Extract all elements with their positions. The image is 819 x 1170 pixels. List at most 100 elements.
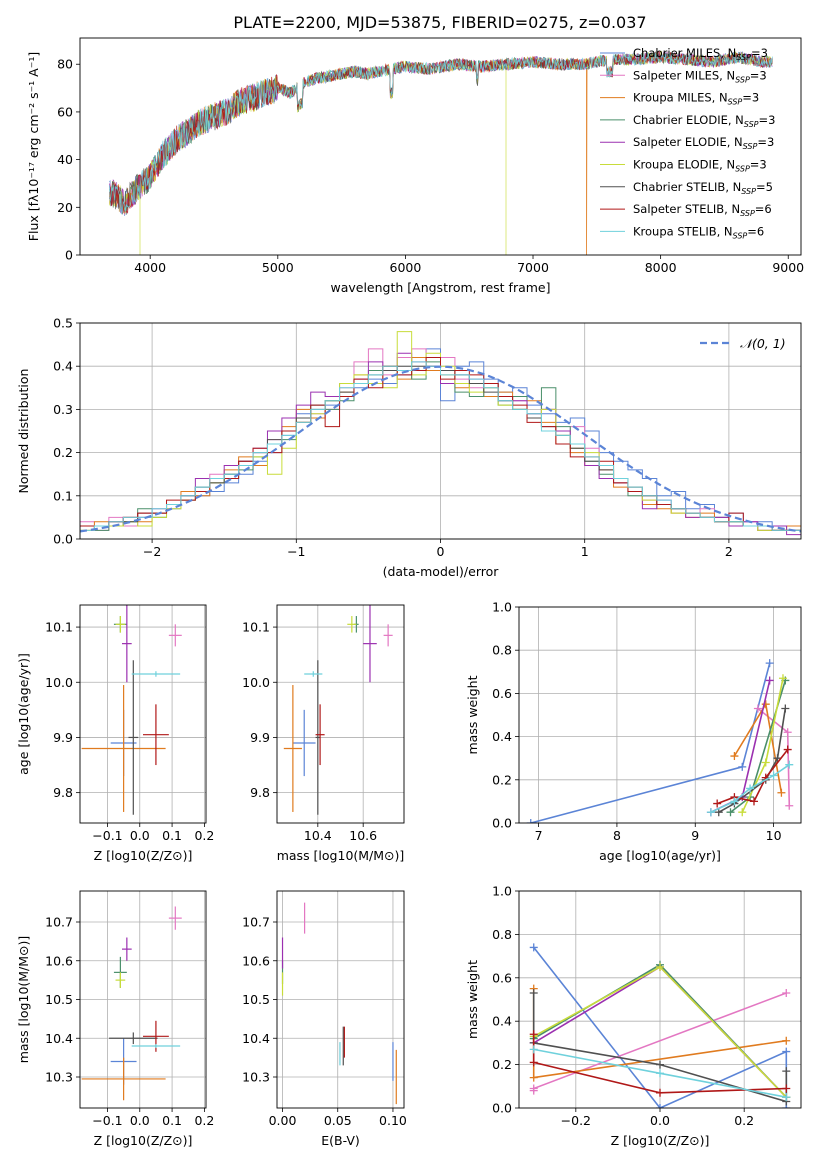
mass-weight-marker (526, 819, 535, 823)
legend-val: =3 (751, 46, 768, 60)
legend: Chabrier MILES, NSSP=3 Salpeter MILES, NS… (600, 46, 775, 240)
y-tick-label: 10.7 (45, 915, 73, 930)
axes-frame (79, 322, 802, 540)
legend-val: =3 (750, 158, 767, 172)
panel-residuals: −2 −1 0 1 2 0.0 0.1 0.2 0.3 0.4 0.5 (data-model)/er… (16, 316, 802, 579)
x-tick-label: 2 (725, 544, 733, 559)
y-tick-label: 0.6 (492, 970, 512, 985)
mass-weight-marker (656, 1069, 664, 1078)
mass-weight-marker (753, 704, 762, 713)
y-tick-label: 10.5 (242, 992, 270, 1007)
legend-val: =3 (742, 91, 759, 105)
x-tick-label: 0.0 (130, 828, 150, 843)
y-tick-label: 0 (65, 248, 73, 263)
mass-weight-marker (738, 762, 747, 771)
legend-val: =5 (756, 180, 773, 194)
mass-weight-marker (765, 659, 774, 668)
y-tick-label: 0.4 (492, 729, 512, 744)
y-tick-label: 0.1 (53, 488, 73, 503)
x-tick-label: 0.2 (194, 828, 214, 843)
mass-weight-marker (529, 1084, 538, 1093)
y-tick-label: 80 (57, 57, 73, 72)
plot-area (109, 50, 773, 255)
mass-weight-marker (782, 1036, 791, 1045)
x-tick-label: 0.1 (162, 1113, 182, 1128)
mass-weight-marker (746, 784, 755, 793)
y-tick-label: 10.1 (242, 620, 270, 635)
mass-weight-marker (782, 988, 791, 997)
legend-sub: SSP (735, 165, 750, 174)
legend-sub: SSP (736, 53, 751, 62)
y-tick-label: 40 (57, 152, 73, 167)
axes-frame (79, 890, 207, 1109)
y-axis-label: age [log10(age/yr)] (16, 653, 31, 775)
axes-frame (276, 890, 405, 1109)
legend-sub: SSP (744, 120, 759, 129)
legend-sub: SSP (743, 142, 758, 151)
mass-weight-marker (656, 1104, 664, 1108)
axes-frame (518, 890, 802, 1109)
mass-weight-marker (782, 1047, 791, 1056)
y-tick-label: 10.4 (242, 1031, 270, 1046)
x-tick-label: 0.05 (324, 1113, 352, 1128)
mass-weight-marker (782, 1067, 791, 1076)
mass-weight-marker (777, 788, 786, 797)
x-tick-label: 0.2 (194, 1113, 214, 1128)
mass-weight-marker (783, 728, 792, 737)
mass-weight-marker (738, 808, 747, 817)
axes-frame (79, 37, 802, 256)
y-tick-label: 0.5 (53, 316, 73, 331)
mass-weight-marker (781, 704, 790, 713)
legend-sub: SSP (728, 98, 743, 107)
x-axis-label: age [log10(age/yr)] (599, 848, 721, 863)
x-axis-label: Z [log10(Z/Z⊙)] (94, 848, 193, 863)
y-tick-label: 10.4 (45, 1031, 73, 1046)
y-tick-label: 10.6 (242, 953, 270, 968)
x-tick-label: 10 (766, 828, 782, 843)
x-tick-label: −0.2 (561, 1113, 591, 1128)
x-tick-label: −1 (287, 544, 305, 559)
mass-weight-marker (730, 797, 739, 806)
x-tick-label: −0.1 (92, 1113, 122, 1128)
plot-area (281, 902, 397, 1105)
legend-val: =6 (747, 224, 764, 238)
mass-weight-marker (529, 1045, 538, 1054)
mass-weight-marker (761, 700, 770, 709)
y-tick-label: 0.2 (492, 772, 512, 787)
mass-weight-marker (761, 758, 770, 767)
x-tick-label: 0.0 (130, 1113, 150, 1128)
x-tick-label: 9 (691, 828, 699, 843)
legend-label: Kroupa STELIB, NSSP=6 (633, 224, 764, 240)
y-tick-label: 10.3 (45, 1070, 73, 1085)
figure-title: PLATE=2200, MJD=53875, FIBERID=0275, z=0… (233, 13, 646, 32)
normal-curve (80, 365, 801, 533)
legend-sub: SSP (735, 75, 750, 84)
mass-weight-marker (714, 808, 723, 817)
x-tick-label: 0.1 (162, 828, 182, 843)
y-tick-label: 1.0 (492, 600, 512, 615)
mass-weight-marker (782, 1093, 791, 1102)
y-axis-label: mass [log10(M/M⊙)] (16, 936, 31, 1064)
x-tick-label: −2 (143, 544, 161, 559)
y-axis-label: mass weight (465, 960, 480, 1039)
x-axis-label: Z [log10(Z/Z⊙)] (611, 1133, 710, 1148)
y-axis-label: mass weight (465, 675, 480, 754)
x-tick-label: 0.2 (734, 1113, 754, 1128)
x-tick-label: −0.1 (92, 828, 122, 843)
legend-label: Salpeter ELODIE, NSSP=3 (633, 135, 774, 151)
y-tick-label: 9.9 (53, 730, 73, 745)
y-tick-label: 9.8 (250, 785, 270, 800)
legend-label: Salpeter MILES, NSSP=3 (633, 68, 767, 84)
histogram-step (80, 361, 801, 539)
x-axis-label: (data-model)/error (383, 564, 500, 579)
legend-val: =3 (757, 135, 774, 149)
axes-frame (276, 604, 405, 824)
mass-weight-marker (785, 801, 794, 810)
y-tick-label: 0.4 (492, 1014, 512, 1029)
y-tick-label: 0.2 (53, 445, 73, 460)
y-tick-label: 0.0 (53, 532, 73, 547)
legend-label: Chabrier ELODIE, NSSP=3 (633, 113, 775, 129)
x-tick-label: 6000 (390, 260, 422, 275)
panel-age_vs_Z: −0.1 0.0 0.1 0.2 9.8 9.9 10.0 10.1 Z [log10(Z/Z⊙… (16, 604, 214, 863)
